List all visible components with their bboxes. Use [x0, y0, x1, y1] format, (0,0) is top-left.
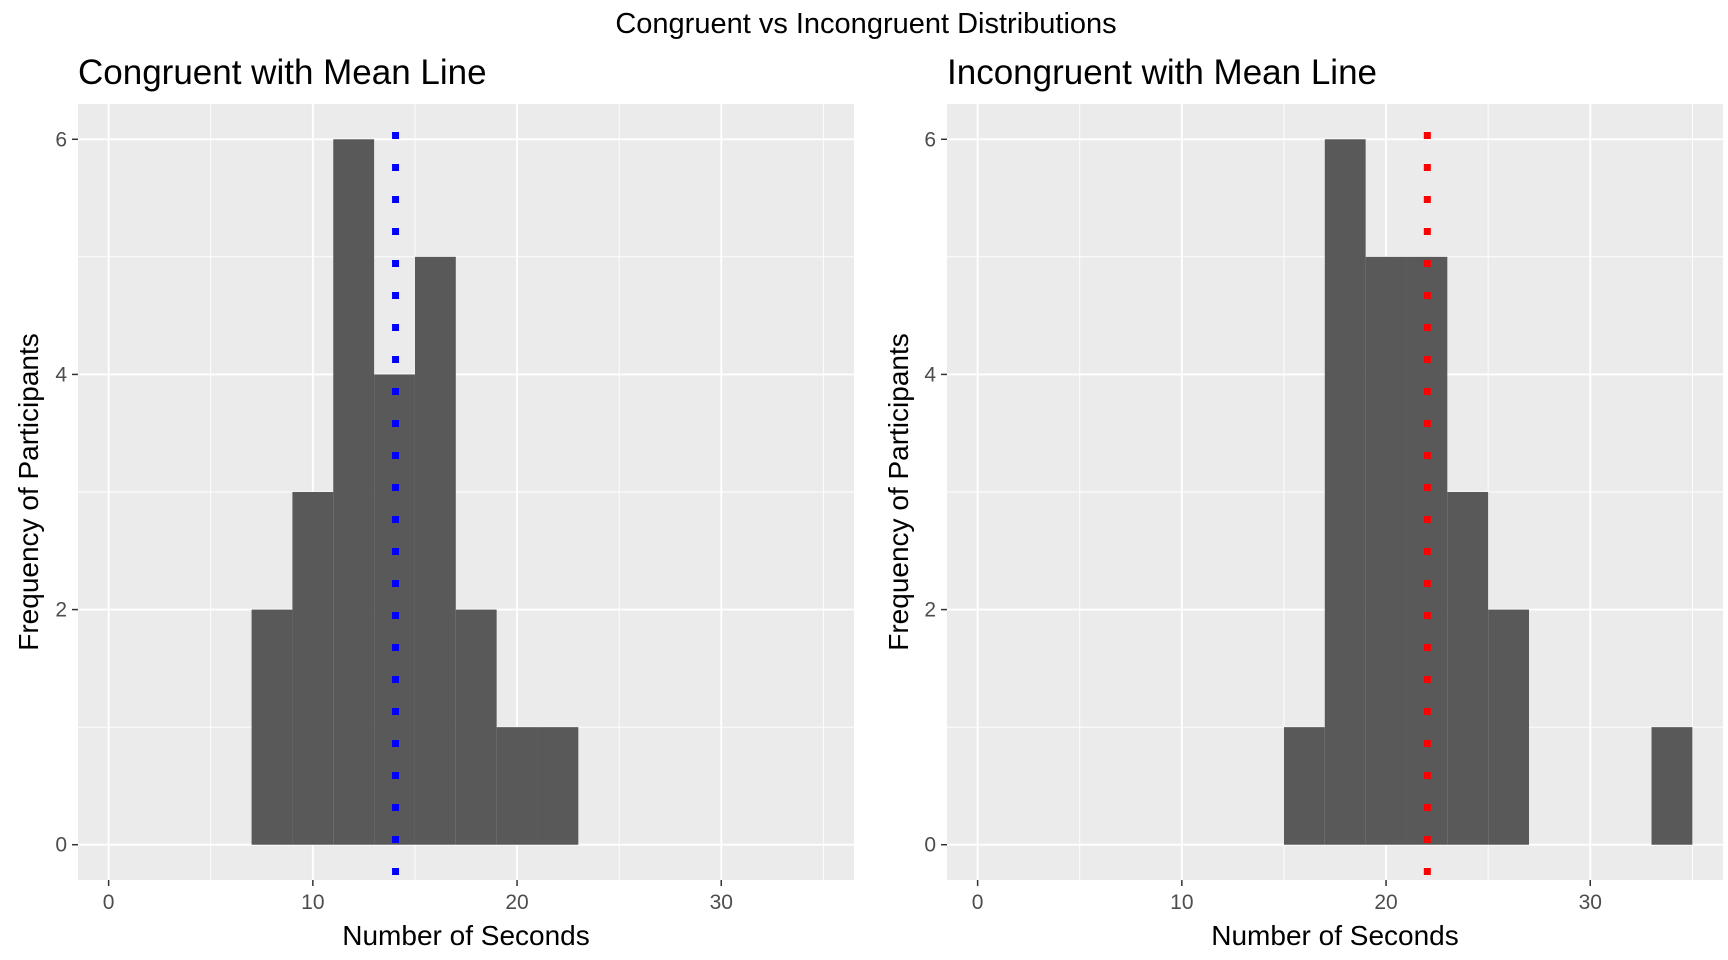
x-tick-label: 30 [710, 891, 733, 914]
x-axis-title: Number of Seconds [1211, 920, 1458, 951]
x-tick-label: 0 [972, 891, 984, 914]
histogram-bar [1447, 492, 1489, 845]
figure-title: Congruent vs Incongruent Distributions [615, 8, 1116, 40]
histogram-bar [414, 256, 456, 845]
y-axis-title: Frequency of Participants [883, 333, 914, 651]
y-tick-label: 2 [924, 599, 936, 622]
x-tick-label: 10 [1170, 891, 1193, 914]
x-tick-label: 20 [505, 891, 528, 914]
y-tick-label: 2 [55, 599, 67, 622]
panel-title: Congruent with Mean Line [78, 53, 487, 92]
y-tick-label: 6 [924, 128, 936, 151]
histogram-bar [1324, 139, 1366, 845]
incongruent-histogram-panel: 0 10 20 30 0 2 4 6 Number of Seconds Frequency of… [883, 53, 1723, 951]
panel-title: Incongruent with Mean Line [947, 53, 1377, 92]
x-tick-label: 30 [1579, 891, 1602, 914]
histogram-bar [1651, 727, 1693, 845]
histogram-bar [455, 609, 497, 845]
y-tick-label: 6 [55, 128, 67, 151]
x-tick-label: 20 [1374, 891, 1397, 914]
histogram-bar [496, 727, 538, 845]
histogram-bar [1365, 256, 1407, 845]
x-tick-label: 0 [103, 891, 115, 914]
y-tick-label: 4 [924, 363, 936, 386]
x-axis-title: Number of Seconds [342, 920, 589, 951]
histogram-bar [292, 492, 334, 845]
histogram-bar [333, 139, 375, 845]
histogram-bar [1488, 609, 1529, 845]
histogram-bar [537, 727, 579, 845]
y-axis-title: Frequency of Participants [13, 333, 44, 651]
y-tick-label: 0 [55, 834, 67, 857]
histogram-bar [1283, 727, 1325, 845]
y-tick-label: 4 [55, 363, 67, 386]
histogram-bar [251, 609, 293, 845]
x-tick-label: 10 [301, 891, 324, 914]
y-tick-label: 0 [924, 834, 936, 857]
congruent-histogram-panel: 0 10 20 30 0 2 4 6 Number of Seconds Frequency of… [13, 53, 854, 951]
